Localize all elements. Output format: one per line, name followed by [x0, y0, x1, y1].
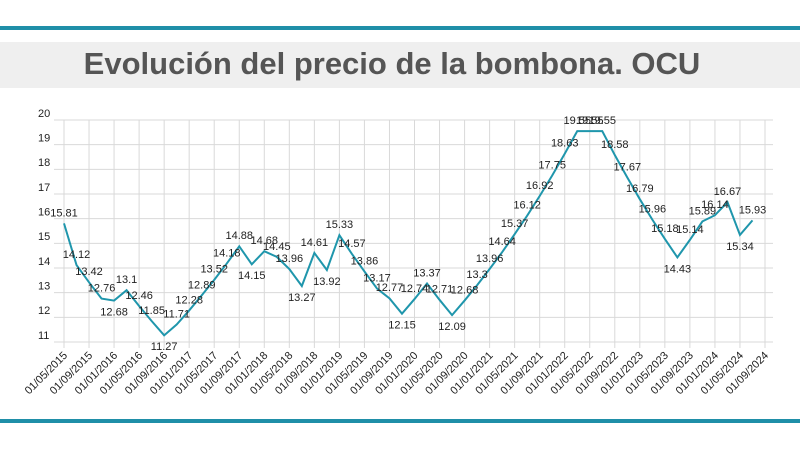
data-label: 15.96 — [639, 204, 667, 216]
data-label: 14.64 — [488, 236, 516, 248]
title-band — [0, 42, 800, 88]
data-label: 15.18 — [651, 223, 679, 235]
data-label: 14.57 — [338, 238, 366, 250]
y-tick-label: 11 — [38, 330, 49, 342]
data-label: 13.1 — [116, 274, 137, 286]
data-label: 13.52 — [200, 264, 228, 276]
data-label: 12.15 — [388, 320, 416, 332]
data-label: 12.09 — [438, 321, 466, 333]
data-label: 16.14 — [701, 199, 729, 211]
data-label: 16.12 — [513, 200, 541, 212]
data-label: 12.89 — [188, 279, 216, 291]
y-tick-label: 15 — [38, 231, 50, 243]
data-label: 15.34 — [726, 241, 754, 253]
data-label: 14.12 — [63, 249, 91, 261]
data-label: 13.3 — [466, 269, 487, 281]
data-label: 11.71 — [163, 308, 190, 320]
data-label: 12.76 — [88, 282, 116, 294]
data-label: 19.55 — [589, 115, 617, 127]
y-tick-label: 13 — [38, 281, 50, 293]
data-label: 15.89 — [689, 205, 717, 217]
y-tick-label: 14 — [38, 256, 50, 268]
data-label: 15.93 — [739, 204, 767, 216]
data-label: 16.92 — [526, 180, 554, 192]
data-label: 13.96 — [476, 253, 504, 265]
data-label: 17.75 — [538, 159, 566, 171]
data-label: 12.68 — [100, 306, 128, 318]
data-label: 15.81 — [50, 207, 78, 219]
data-label: 13.96 — [276, 253, 304, 265]
data-label: 12.68 — [451, 284, 479, 296]
data-label: 14.88 — [225, 230, 253, 242]
data-label: 16.67 — [714, 186, 742, 198]
data-label: 14.43 — [664, 263, 692, 275]
data-label: 14.61 — [301, 237, 329, 249]
data-label: 12.46 — [125, 290, 153, 302]
data-label: 15.37 — [501, 218, 529, 230]
data-label: 13.37 — [413, 267, 441, 279]
data-label: 15.33 — [326, 219, 354, 231]
data-label: 11.27 — [151, 341, 178, 353]
data-label: 12.71 — [426, 284, 454, 296]
data-label: 13.86 — [351, 255, 379, 267]
data-label: 13.27 — [288, 292, 316, 304]
y-tick-label: 19 — [38, 133, 50, 145]
data-label: 14.15 — [238, 270, 266, 282]
data-label: 19.55 — [563, 115, 591, 127]
data-label: 13.17 — [363, 272, 391, 284]
data-label: 16.79 — [626, 183, 654, 195]
data-label: 18.58 — [601, 139, 629, 151]
data-label: 14.45 — [263, 241, 291, 253]
data-label: 12.74 — [401, 283, 429, 295]
data-label: 11.85 — [138, 305, 165, 317]
data-label: 18.63 — [551, 138, 579, 150]
data-label: 12.77 — [376, 282, 404, 294]
y-tick-label: 16 — [38, 207, 50, 219]
y-tick-label: 12 — [38, 305, 50, 317]
data-label: 13.42 — [75, 266, 103, 278]
data-label: 19.55 — [576, 115, 604, 127]
data-label: 13.92 — [313, 276, 341, 288]
y-tick-label: 17 — [38, 182, 50, 194]
data-label: 14.68 — [251, 235, 279, 247]
data-label: 15.14 — [676, 224, 704, 236]
data-label: 17.67 — [614, 161, 642, 173]
series-line — [63, 130, 754, 337]
data-label: 12.28 — [175, 294, 203, 306]
chart-title: Evolución del precio de la bombona. OCU — [84, 46, 701, 81]
y-tick-label: 18 — [38, 157, 50, 169]
y-tick-label: 20 — [38, 108, 50, 120]
data-label: 14.18 — [213, 247, 241, 259]
